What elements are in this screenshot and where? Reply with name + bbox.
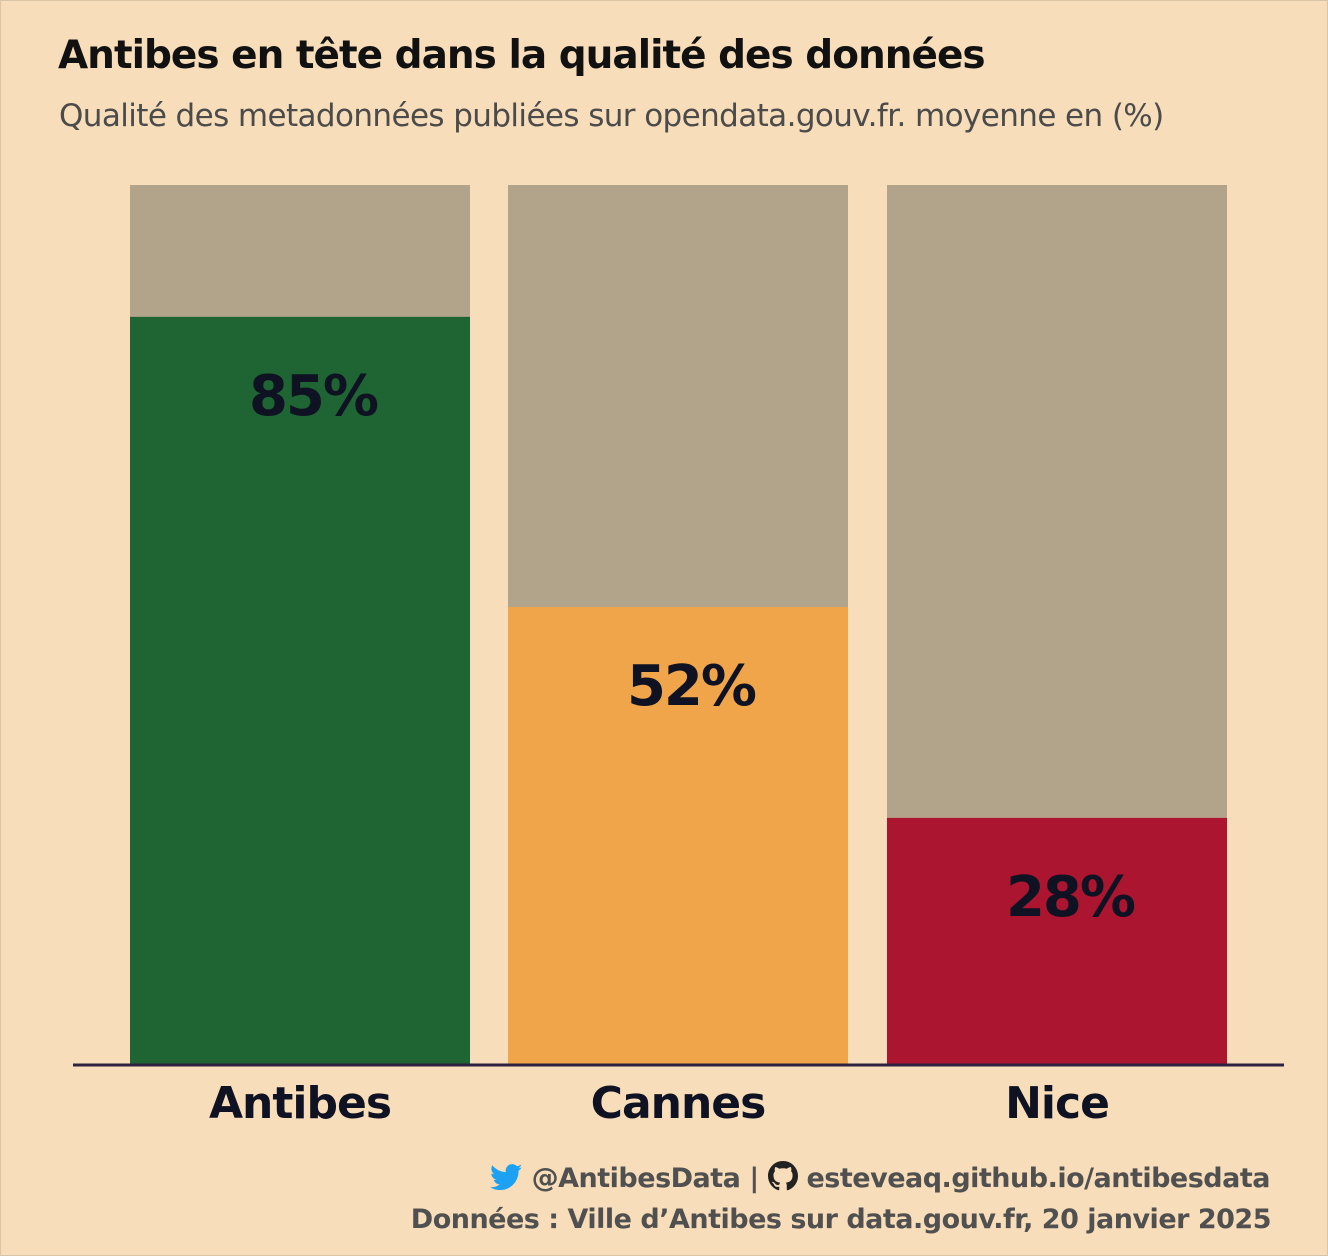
data-label-nice: 28%: [1006, 865, 1135, 930]
twitter-handle: @AntibesData: [531, 1163, 741, 1194]
chart-title: Antibes en tête dans la qualité des donn…: [58, 33, 986, 78]
twitter-bird-icon: [489, 1164, 523, 1198]
github-octocat-icon: [767, 1161, 798, 1198]
x-tick-label-nice: Nice: [1005, 1078, 1109, 1129]
x-tick-label-cannes: Cannes: [591, 1078, 766, 1129]
chart-subtitle: Qualité des metadonnées publiées sur ope…: [59, 98, 1164, 134]
credits-separator: |: [749, 1163, 759, 1194]
credits-line: @AntibesData | esteveaq.github.io/antibe…: [489, 1161, 1271, 1198]
data-label-cannes: 52%: [627, 654, 756, 719]
website-link[interactable]: esteveaq.github.io/antibesdata: [806, 1163, 1271, 1194]
x-tick-label-antibes: Antibes: [209, 1078, 391, 1129]
source-note: Données : Ville d’Antibes sur data.gouv.…: [410, 1204, 1272, 1235]
bar-nice: [887, 817, 1227, 1064]
bar-cannes: [508, 606, 848, 1064]
bar-antibes: [130, 316, 470, 1065]
data-label-antibes: 85%: [249, 364, 378, 429]
